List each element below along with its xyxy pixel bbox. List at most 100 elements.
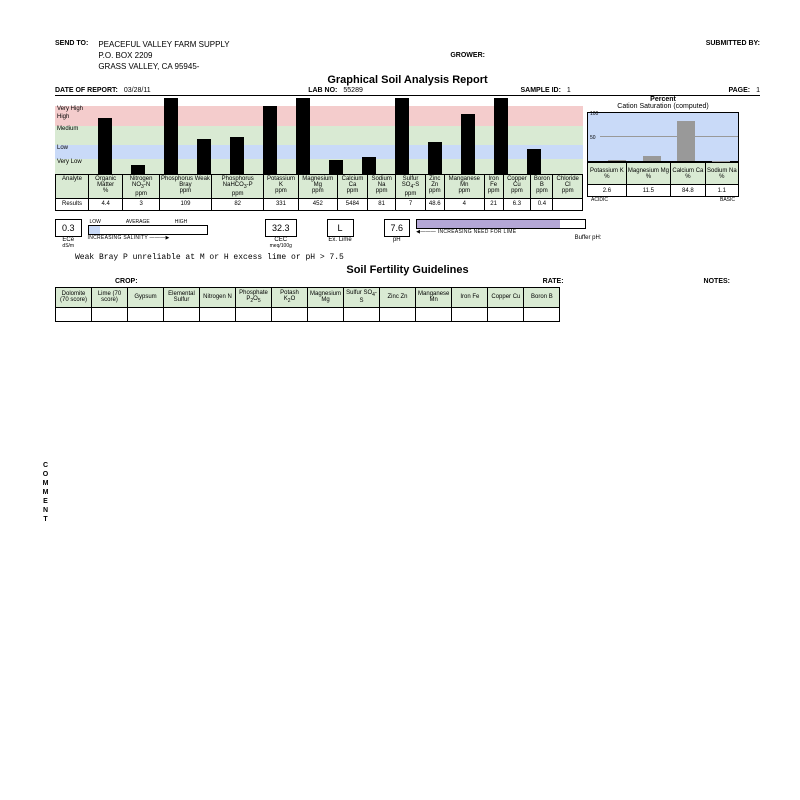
- analyte-bar: [451, 96, 484, 174]
- exlime-label: Ex. Lime: [327, 237, 354, 243]
- notes-label: NOTES:: [704, 278, 730, 285]
- cation-table: Potassium K %Magnesium Mg %Calcium Ca %S…: [587, 162, 739, 197]
- result-cell: 5484: [338, 198, 368, 210]
- guideline-cell: [56, 307, 92, 321]
- guideline-header: Elemental Sulfur: [164, 287, 200, 307]
- report-header: SEND TO: PEACEFUL VALLEY FARM SUPPLY P.O…: [55, 40, 760, 72]
- sample-label: SAMPLE ID:: [520, 87, 560, 94]
- cation-header: Potassium K %: [588, 163, 627, 185]
- lab-label: LAB NO:: [308, 87, 337, 94]
- acidic-label: ACIDIC: [591, 197, 608, 203]
- grower-label: GROWER:: [450, 52, 485, 72]
- guideline-cell: [452, 307, 488, 321]
- analyte-header: Zinc Znppm: [425, 175, 444, 198]
- result-cell: 452: [298, 198, 338, 210]
- addr-line1: PEACEFUL VALLEY FARM SUPPLY: [98, 40, 229, 51]
- guideline-cell: [380, 307, 416, 321]
- cation-header: Sodium Na %: [705, 163, 738, 185]
- analyte-header: Phosphorus Weak Brayppm: [159, 175, 211, 198]
- result-cell: 4: [444, 198, 484, 210]
- send-to-label: SEND TO:: [55, 40, 88, 72]
- analyte-bar: [352, 96, 385, 174]
- result-cell: 6.3: [503, 198, 531, 210]
- guideline-cell: [200, 307, 236, 321]
- report-title: Graphical Soil Analysis Report: [55, 74, 760, 86]
- analyte-header: Phosphorus NaHCO3-Pppm: [212, 175, 264, 198]
- band-label: Very High: [57, 106, 83, 112]
- guideline-cell: [308, 307, 344, 321]
- band-label: Very Low: [57, 159, 82, 165]
- result-cell: 82: [212, 198, 264, 210]
- band-label: Medium: [57, 126, 78, 132]
- analyte-bar: [385, 96, 418, 174]
- indicator-row: 0.3 ECe dS/m LOW AVERAGE HIGH INCREASING…: [55, 219, 760, 249]
- analyte-bar: [550, 96, 583, 174]
- cation-bar: [643, 156, 661, 162]
- results-row-label: Results: [56, 198, 89, 210]
- guidelines-table: Dolomite (70 score)Lime (70 score)Gypsum…: [55, 287, 560, 322]
- analyte-header: Sodium Nappm: [367, 175, 396, 198]
- ece-arrow: INCREASING SALINITY ———▶: [88, 235, 235, 241]
- guideline-header: Potash K2O: [272, 287, 308, 307]
- analyte-bar: [484, 96, 517, 174]
- crop-label: CROP:: [115, 278, 138, 285]
- cation-tick: 50: [590, 135, 596, 141]
- addr-line3: GRASS VALLEY, CA 95945-: [98, 62, 229, 73]
- basic-label: BASIC: [720, 197, 735, 203]
- ece-value: 0.3: [55, 219, 82, 237]
- cation-tick: 100: [590, 111, 598, 117]
- cation-header: Magnesium Mg %: [626, 163, 670, 185]
- analyte-header: Chloride Clppm: [553, 175, 583, 198]
- analyte-header: Boron Bppm: [531, 175, 553, 198]
- sample-value: 1: [567, 87, 571, 94]
- analyte-bar: [253, 96, 286, 174]
- guideline-cell: [128, 307, 164, 321]
- guidelines-title: Soil Fertility Guidelines: [55, 264, 760, 276]
- guideline-header: Zinc Zn: [380, 287, 416, 307]
- comment-label: COMMENT: [42, 462, 49, 525]
- addr-line2: P.O. BOX 2209: [98, 51, 229, 62]
- result-cell: 81: [367, 198, 396, 210]
- analyte-bar: [418, 96, 451, 174]
- result-cell: 109: [159, 198, 211, 210]
- ph-bar: [416, 219, 586, 229]
- buffer-label: Buffer pH:: [416, 235, 760, 241]
- cation-value: 84.8: [671, 185, 706, 197]
- guideline-header: Phosphate P2O5: [236, 287, 272, 307]
- analyte-header: Iron Feppm: [484, 175, 503, 198]
- guideline-header: Magnesium Mg: [308, 287, 344, 307]
- analyte-row-label: Analyte: [56, 175, 89, 198]
- guideline-header: Boron B: [524, 287, 560, 307]
- date-label: DATE OF REPORT:: [55, 87, 118, 94]
- ph-value: 7.6: [384, 219, 411, 237]
- cation-value: 2.6: [588, 185, 627, 197]
- guideline-cell: [92, 307, 128, 321]
- guideline-header: Sulfur SO4-S: [344, 287, 380, 307]
- cation-bar: [608, 160, 626, 161]
- page-value: 1: [756, 87, 760, 94]
- cation-chart: 100 50: [587, 112, 739, 162]
- result-cell: 4.4: [89, 198, 123, 210]
- result-cell: 0.4: [531, 198, 553, 210]
- analyte-bar: [187, 96, 220, 174]
- guideline-cell: [416, 307, 452, 321]
- cation-title: Percent: [583, 96, 743, 103]
- result-cell: 48.6: [425, 198, 444, 210]
- warning-note: Weak Bray P unreliable at M or H excess …: [75, 253, 760, 262]
- analyte-bar: [220, 96, 253, 174]
- guideline-header: Copper Cu: [488, 287, 524, 307]
- analyte-table: AnalyteOrganic Matter%Nitrogen NO3-NppmP…: [55, 174, 583, 210]
- guideline-cell: [272, 307, 308, 321]
- analyte-header: Sulfur SO4-Sppm: [396, 175, 425, 198]
- analyte-header: Magnesium Mgppm: [298, 175, 338, 198]
- guideline-cell: [344, 307, 380, 321]
- analyte-header: Organic Matter%: [89, 175, 123, 198]
- cec-sub: meq/100g: [265, 243, 297, 249]
- guideline-cell: [236, 307, 272, 321]
- lab-value: 55289: [343, 87, 362, 94]
- guidelines-meta: CROP: RATE: NOTES:: [55, 278, 760, 285]
- report-meta: DATE OF REPORT:03/28/11 LAB NO:55289 SAM…: [55, 86, 760, 96]
- guideline-header: Manganese Mn: [416, 287, 452, 307]
- result-cell: 3: [123, 198, 160, 210]
- band-label: High: [57, 114, 69, 120]
